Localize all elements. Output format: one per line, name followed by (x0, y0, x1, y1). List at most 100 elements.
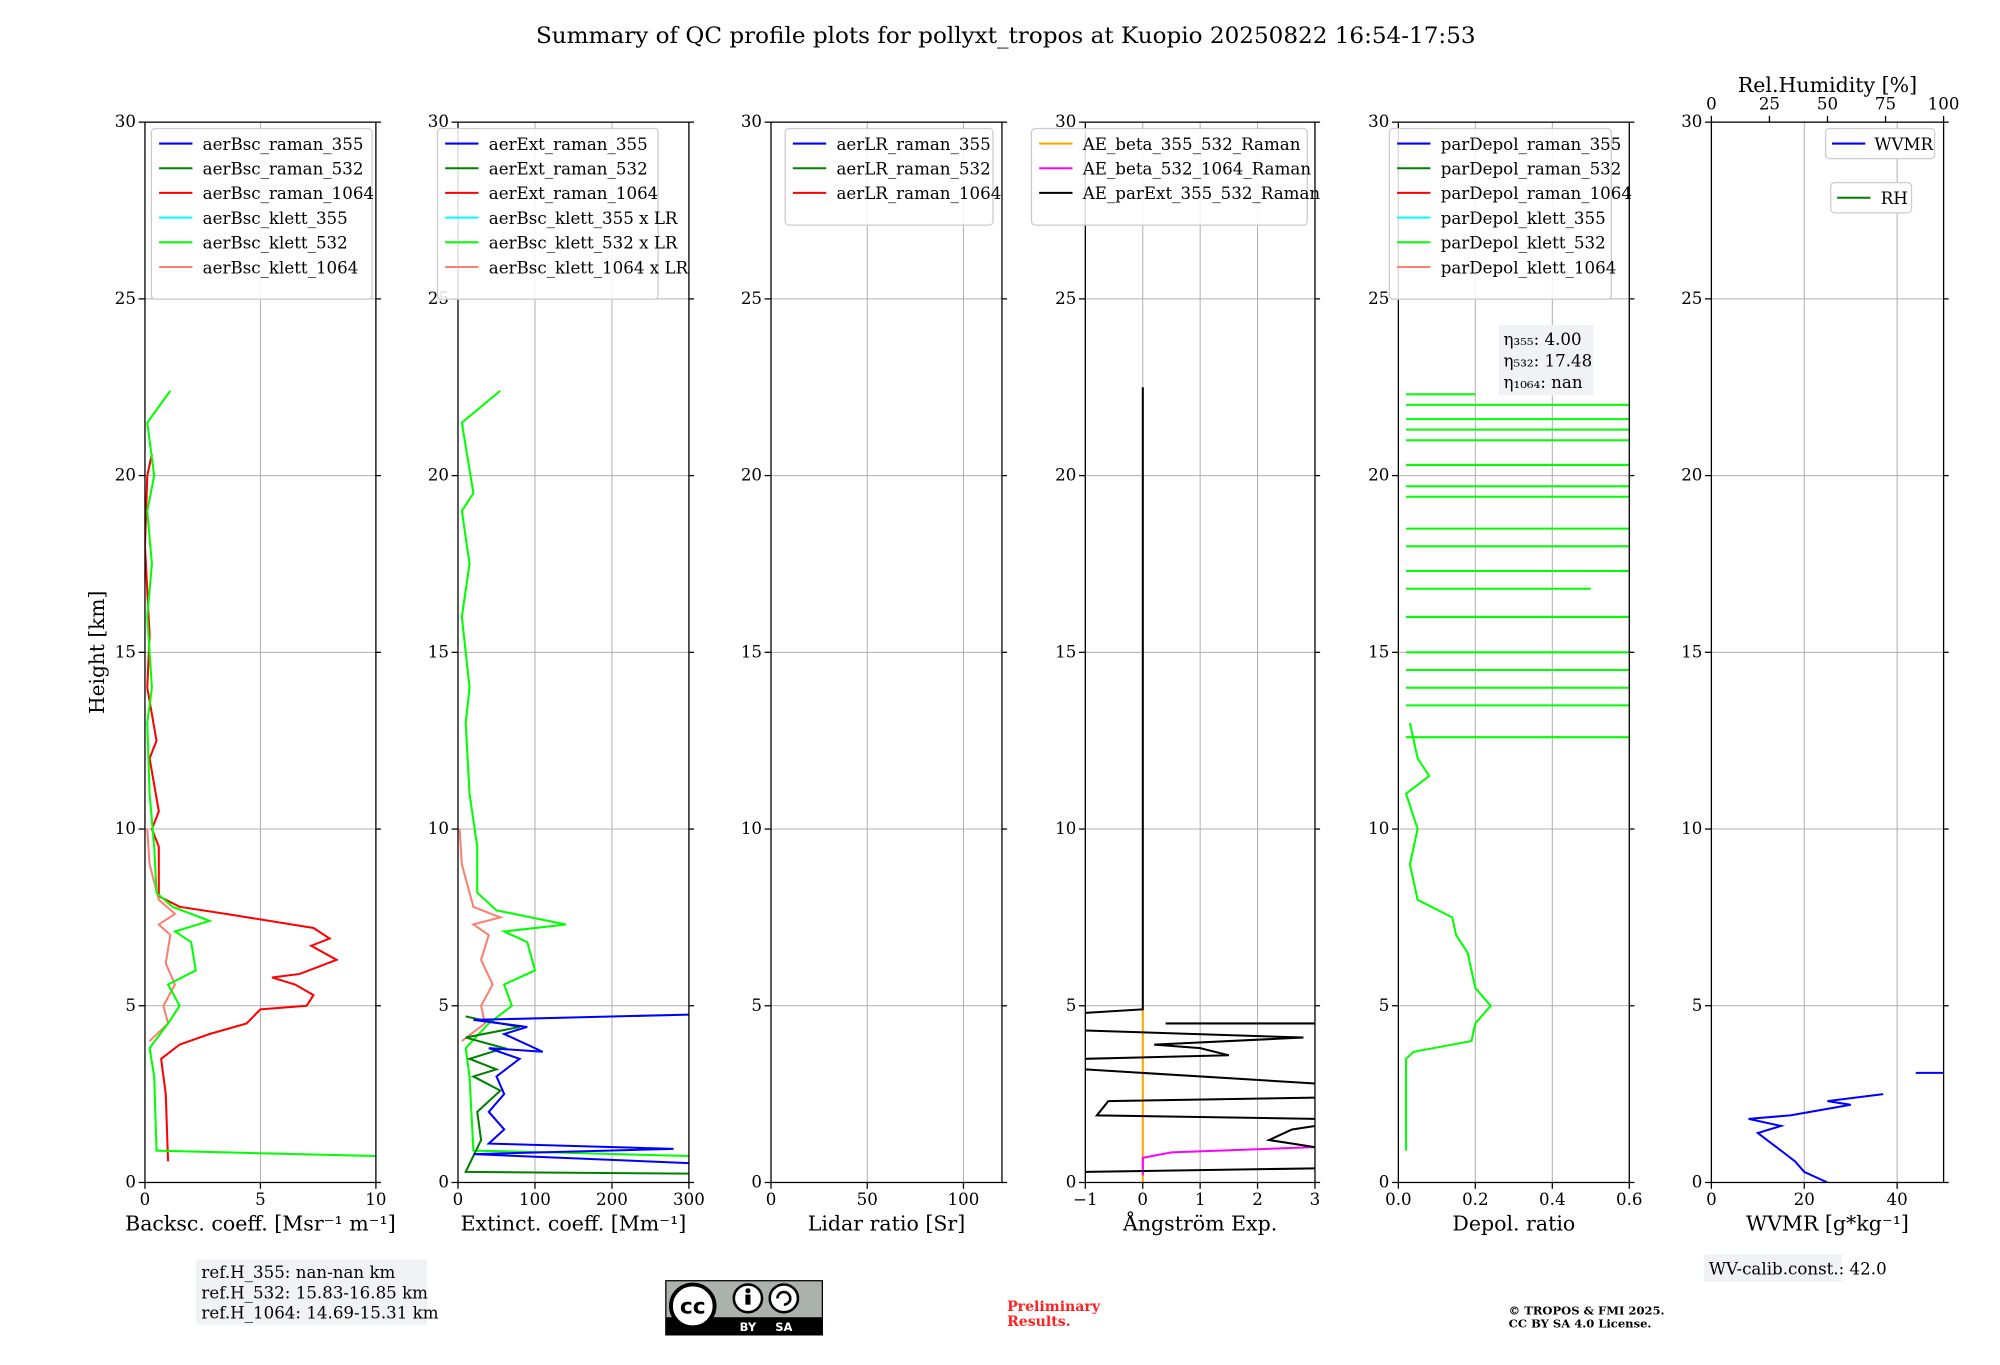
x-tick-label-0: 0 (766, 1190, 777, 1209)
legend-entry-2: aerLR_raman_1064 (836, 184, 1001, 203)
x-tick-label-3: 0.6 (1616, 1190, 1643, 1209)
preliminary-label-1: Preliminary (1007, 1299, 1101, 1315)
legend-entry-1: aerExt_raman_532 (489, 160, 648, 179)
top-axis-label: Rel.Humidity [%] (1738, 73, 1917, 97)
legend-entry-5: parDepol_klett_1064 (1441, 258, 1617, 277)
legend-entry-2: aerBsc_raman_1064 (203, 184, 374, 203)
series-aerBsc_klett_532 x LR-1 (460, 389, 689, 1158)
y-tick-label-1: 5 (1066, 996, 1077, 1015)
series-group-bsc (144, 390, 376, 1162)
top-tick-label-4: 100 (1928, 95, 1960, 114)
y-tick-label-4: 20 (115, 466, 136, 485)
y-tick-label-5: 25 (741, 289, 762, 308)
x-tick-label-2: 1 (1195, 1190, 1206, 1209)
y-tick-label-5: 25 (1055, 289, 1076, 308)
y-tick-label-1: 5 (1379, 996, 1390, 1015)
series-AE_parExt_355_532_Raman-3 (1085, 1167, 1315, 1173)
panel-dep: 0.0 0.2 0.4 0.6 0 5 10 15 20 25 30 Depol. ratio parD… (1368, 112, 1642, 1235)
legend-dep: parDepol_raman_355 parDepol_raman_532 parD… (1388, 127, 1632, 300)
legend-entry-3: parDepol_klett_355 (1441, 209, 1606, 228)
series-AE_parExt_355_532_Raman-6 (1085, 1068, 1315, 1085)
y-tick-label-0: 0 (1692, 1173, 1703, 1192)
y-tick-label-3: 15 (115, 642, 136, 661)
series-AE_beta_532_1064_Raman-1 (1141, 1146, 1315, 1176)
x-tick-label-0: 0.0 (1385, 1190, 1412, 1209)
legend-ae: AE_beta_355_532_Raman AE_beta_532_1064_Ra… (1030, 127, 1321, 226)
legend-entry-0: aerLR_raman_355 (836, 135, 990, 154)
y-tick-label-6: 30 (1368, 112, 1389, 131)
cc-logo-text: cc (680, 1295, 706, 1320)
y-tick-label-4: 20 (1055, 466, 1076, 485)
legend-lr: aerLR_raman_355 aerLR_raman_532 aerLR_rama… (784, 127, 1001, 226)
y-tick-label-5: 25 (1681, 289, 1702, 308)
top-tick-label-0: 0 (1706, 95, 1717, 114)
y-tick-label-0: 0 (438, 1173, 449, 1192)
legend-entry-rh: RH (1881, 189, 1908, 208)
x-tick-label-0: 0 (453, 1190, 464, 1209)
legend-entry-0: parDepol_raman_355 (1441, 135, 1622, 154)
legend-entry-0: AE_beta_355_532_Raman (1082, 135, 1301, 154)
y-tick-label-3: 15 (1055, 642, 1076, 661)
y-tick-label-0: 0 (751, 1173, 762, 1192)
legend-entry-0: aerExt_raman_355 (489, 135, 648, 154)
panel-bsc: 0 5 10 0 5 10 15 20 25 30 Backsc. coeff. [Msr⁻¹ m⁻… (85, 112, 396, 1235)
x-tick-label-0: 0 (140, 1190, 151, 1209)
x-axis-label-wv: WVMR [g*kg⁻¹] (1746, 1212, 1909, 1236)
legend-entry-1: aerLR_raman_532 (836, 160, 990, 179)
y-tick-label-6: 30 (1681, 112, 1702, 131)
legend-entry-4: aerBsc_klett_532 x LR (489, 234, 678, 253)
top-tick-label-1: 25 (1759, 95, 1780, 114)
legend-entry-1: parDepol_raman_532 (1441, 160, 1622, 179)
x-tick-label-3: 300 (673, 1190, 705, 1209)
legend-entry-2: AE_parExt_355_532_Raman (1082, 184, 1321, 203)
x-tick-label-4: 3 (1310, 1190, 1321, 1209)
series-AE_parExt_355_532_Raman-5 (1094, 1096, 1315, 1120)
legend-entry-wvmr: WVMR (1874, 135, 1933, 154)
x-axis-label-lr: Lidar ratio [Sr] (808, 1212, 965, 1236)
series-aerExt_raman_355-3 (473, 1013, 689, 1165)
x-axis-label-ext: Extinct. coeff. [Mm⁻¹] (461, 1212, 687, 1236)
x-tick-label-1: 20 (1794, 1190, 1815, 1209)
y-tick-label-5: 25 (1368, 289, 1389, 308)
legend-entry-3: aerBsc_klett_355 (203, 209, 348, 228)
y-tick-label-2: 10 (1368, 819, 1389, 838)
x-tick-label-2: 0.4 (1539, 1190, 1566, 1209)
y-tick-label-2: 10 (428, 819, 449, 838)
x-tick-label-1: 100 (519, 1190, 551, 1209)
legend-entry-2: aerExt_raman_1064 (489, 184, 659, 203)
y-tick-label-6: 30 (1055, 112, 1076, 131)
legend-entry-5: aerBsc_klett_1064 x LR (489, 258, 689, 277)
y-tick-label-4: 20 (1681, 466, 1702, 485)
x-tick-label-3: 2 (1252, 1190, 1263, 1209)
y-tick-label-2: 10 (115, 819, 136, 838)
series-group-ext (458, 389, 689, 1175)
eta-value-1: η₅₃₂: 17.48 (1504, 352, 1593, 371)
ref-height-box: ref.H_355: nan-nan km ref.H_532: 15.83-1… (196, 1259, 439, 1325)
y-tick-label-4: 20 (1368, 466, 1389, 485)
copyright-line-2: CC BY SA 4.0 License. (1509, 1316, 1652, 1330)
y-tick-label-1: 5 (125, 996, 136, 1015)
ref-height-1064: ref.H_1064: 14.69-15.31 km (201, 1304, 439, 1323)
panel-lr: 0 50 100 0 5 10 15 20 25 30 Lidar ratio [Sr] aerLR_… (741, 112, 1008, 1236)
y-tick-label-6: 30 (741, 112, 762, 131)
eta-value-0: η₃₅₅: 4.00 (1504, 330, 1582, 349)
series-group-dep (1404, 393, 1630, 1151)
x-axis-label-dep: Depol. ratio (1452, 1212, 1575, 1236)
cc-license-logo: cc BY SA (665, 1280, 823, 1336)
y-tick-label-4: 20 (428, 466, 449, 485)
wv-calib-const: WV-calib.const.: 42.0 (1709, 1260, 1887, 1279)
x-tick-label-2: 40 (1887, 1190, 1908, 1209)
legend-ext: aerExt_raman_355 aerExt_raman_532 aerExt_r… (436, 127, 689, 300)
panel-wv: 0 20 40 0 5 10 15 20 25 30 WVMR [g*kg⁻¹] 0 25 50 75 100… (1681, 73, 1959, 1235)
legend-wv: WVMR RH (1824, 127, 1936, 214)
series-parDepol_klett_532-0 (1404, 722, 1493, 1151)
legend-entry-2: parDepol_raman_1064 (1441, 184, 1632, 203)
x-tick-label-1: 50 (857, 1190, 878, 1209)
chart-title: Summary of QC profile plots for pollyxt_… (536, 23, 1476, 49)
y-tick-label-3: 15 (1681, 642, 1702, 661)
series-AE_parExt_355_532_Raman-7 (1085, 1029, 1304, 1060)
y-tick-label-2: 10 (741, 819, 762, 838)
legend-entry-4: aerBsc_klett_532 (203, 234, 348, 253)
legend-entry-1: aerBsc_raman_532 (203, 160, 364, 179)
